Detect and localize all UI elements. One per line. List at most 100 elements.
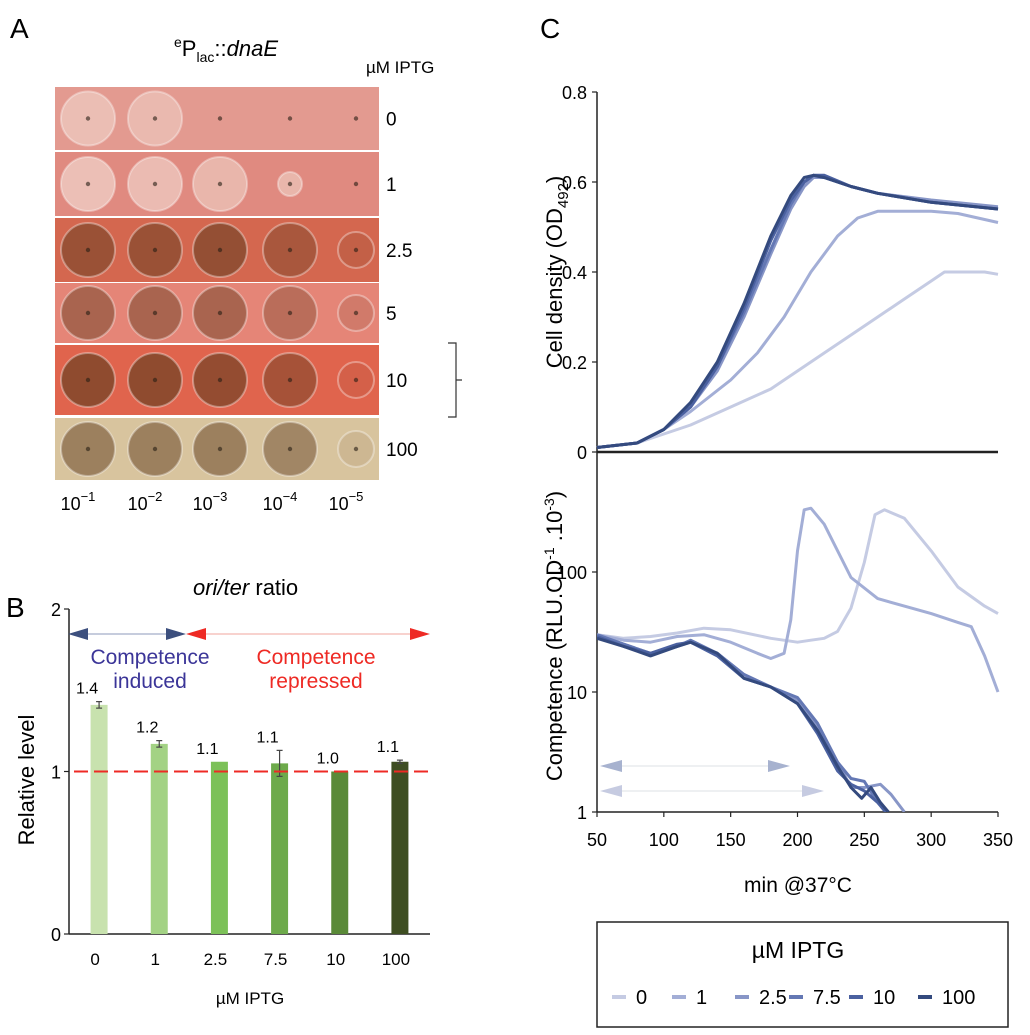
row-header: µM IPTG [366,58,434,77]
dilution-exponent: −3 [213,489,228,504]
dilution-exponent: −4 [283,489,298,504]
c-x-tick-label: 50 [587,830,607,850]
colony-center [353,247,359,253]
bar [391,761,409,934]
plate-row [55,283,379,343]
x-tick-label: 2.5 [204,950,228,969]
colony-center [287,310,293,316]
dilution-label: 10−3 [193,489,228,514]
repressed-arrow [186,628,430,640]
c-top-series-line [596,209,999,449]
x-tick-label: 7.5 [264,950,288,969]
c-top-y-tick-label: 0 [577,443,587,463]
double-arrow-2-right [802,785,824,797]
dilution-label: 10−4 [263,489,298,514]
colony-center [152,446,158,452]
c-x-tick-label: 100 [649,830,679,850]
c-top-y-tick-label: 0.2 [562,353,587,373]
colony-center [217,377,223,383]
c-bottom-ylabel-end: ) [542,491,567,498]
plate-row [55,87,379,150]
legend-label: 0 [636,987,647,1009]
c-top-y-tick-label: 0.4 [562,263,587,283]
value-label: 1.2 [136,720,158,737]
bar [271,763,289,934]
panel-letter-c: C [540,13,560,44]
c-top-ylabel-end: ) [542,176,567,183]
c-top-ylabel-main: Cell density (OD [542,208,567,368]
colony-center [217,310,223,316]
line-chart-bottom: 1 10 100 50 100 150 200 250 300 350 [557,450,1013,850]
value-label: 1.1 [256,729,278,746]
c-bottom-y-tick-label: 1 [577,803,587,823]
c-top-series-line [596,176,999,449]
c-bottom-series-line [597,633,906,812]
title-italic: ori/ter [193,575,251,600]
colony-center [217,116,223,121]
colony-center [152,116,158,121]
title-super: e [174,34,182,50]
colony-center [287,377,293,383]
dilution-exponent: −1 [81,489,96,504]
c-x-tick-label: 350 [983,830,1013,850]
x-tick-label: 100 [382,950,410,969]
title-sub: lac [196,49,214,65]
row-label: 1 [386,175,397,196]
colony-center [85,247,91,253]
c-top-y-tick-label: 0.8 [562,83,587,103]
y-tick-label: 0 [51,925,61,945]
c-x-tick-label: 250 [849,830,879,850]
c-top-y-axis-label: Cell density (OD492) [542,176,572,369]
c-bottom-series-line [597,635,887,812]
bar [331,771,349,934]
row-label: 0 [386,110,397,131]
c-x-tick-label: 300 [916,830,946,850]
dilution-label: 10−2 [128,489,163,514]
colony-center [217,181,223,187]
y-tick-label: 2 [51,600,61,620]
c-bottom-ylabel-sup1: -1 [541,547,557,560]
colony-center [353,310,359,316]
colony-center [353,446,359,452]
dilution-label: 10−5 [329,489,364,514]
bar-chart: 0 1 2 1.4 0 1.2 1 1.1 2.5 1.1 7.5 1.0 10 1.1 100 [51,600,430,969]
y-axis-label: Relative level [14,715,39,846]
x-tick-label: 1 [151,950,160,969]
c-bottom-ylabel-mid: .10 [542,511,567,548]
panel-b-title: ori/ter ratio [193,575,298,600]
c-bottom-y-tick-label: 100 [557,563,587,583]
double-arrow-1-left [600,760,622,772]
x-tick-label: 0 [90,950,99,969]
title-gene: dnaE [227,36,279,61]
dilution-base: 10 [193,494,213,514]
colony-center [152,247,158,253]
c-bottom-ylabel-sup2: -3 [541,498,557,511]
c-bottom-series-line [597,508,999,644]
row-label: 10 [386,371,407,392]
c-top-y-tick-label: 0.6 [562,173,587,193]
legend-entries: 0 1 2.5 7.5 10 100 [612,987,975,1009]
value-label: 1.0 [317,751,339,768]
row-label: 5 [386,304,397,325]
colony-center [217,247,223,253]
colony-center [353,181,359,187]
bar [210,761,228,934]
panel-letter-a: A [10,13,29,44]
value-label: 1.1 [196,741,218,758]
repressed-text-1: Competence [256,646,375,669]
bar [150,743,168,934]
colony-center [287,247,293,253]
c-top-series-line [596,173,999,449]
double-arrow-2-left [600,785,622,797]
dilution-base: 10 [329,494,349,514]
colony-center [287,181,293,187]
colony-center [85,181,91,187]
panel-a-title: ePlac::dnaE [174,34,278,65]
colony-center [287,116,293,121]
dilution-exponent: −5 [349,489,364,504]
double-arrow-1 [600,760,790,772]
induced-arrow [68,628,186,640]
induced-arrowhead-right [166,628,186,640]
dilution-exponent: −2 [148,489,163,504]
